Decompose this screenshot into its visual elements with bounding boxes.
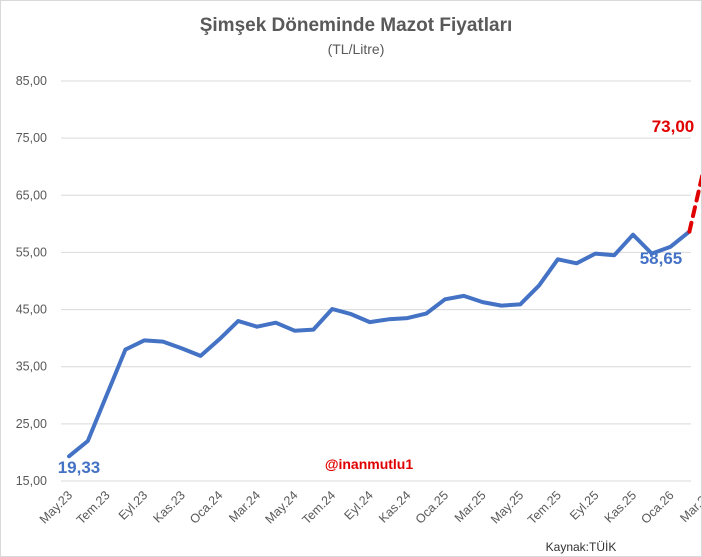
x-tick-label: Kas.23	[150, 488, 187, 525]
projection-line	[687, 172, 701, 234]
x-tick-label: Mar.26	[677, 488, 701, 525]
projected-value-label: 73,00	[652, 117, 695, 136]
current-value-label: 58,65	[640, 249, 683, 268]
y-tick-label: 65,00	[16, 188, 47, 202]
x-tick-label: Oca.24	[187, 488, 225, 526]
price-series-line	[67, 229, 692, 459]
y-axis: 85,00 75,00 65,00 55,00 45,00 35,00 25,00 15,00	[16, 74, 47, 488]
chart-title: Şimşek Döneminde Mazot Fiyatları	[200, 15, 513, 36]
x-tick-label: May.24	[262, 488, 300, 526]
x-tick-label: Oca.25	[413, 488, 451, 526]
x-tick-label: May.23	[37, 488, 75, 526]
watermark-handle: @inanmutlu1	[325, 456, 414, 472]
x-tick-label: Mar.24	[226, 488, 263, 525]
x-tick-label: Kas.25	[602, 488, 639, 525]
x-tick-label: Eyl.24	[341, 488, 375, 522]
x-tick-label: May.25	[488, 488, 526, 526]
x-tick-label: Tem.23	[74, 488, 113, 527]
x-tick-label: Kas.24	[376, 488, 413, 525]
gridlines	[61, 80, 691, 482]
start-value-label: 19,33	[58, 458, 101, 477]
x-tick-label: Mar.25	[452, 488, 489, 525]
y-tick-label: 25,00	[16, 417, 47, 431]
y-tick-label: 85,00	[16, 74, 47, 88]
x-tick-label: Eyl.25	[567, 488, 601, 522]
y-tick-label: 45,00	[16, 303, 47, 317]
x-tick-label: Tem.25	[525, 488, 564, 527]
y-tick-label: 35,00	[16, 360, 47, 374]
source-note: Kaynak:TÜİK	[546, 540, 617, 554]
x-tick-label: Oca.26	[638, 488, 676, 526]
x-tick-label: Eyl.23	[116, 488, 150, 522]
y-tick-label: 55,00	[16, 245, 47, 259]
y-tick-label: 15,00	[16, 474, 47, 488]
chart-subtitle: (TL/Litre)	[328, 41, 385, 57]
series-layer	[67, 172, 701, 459]
x-tick-label: Tem.24	[299, 488, 338, 527]
y-tick-label: 75,00	[16, 131, 47, 145]
